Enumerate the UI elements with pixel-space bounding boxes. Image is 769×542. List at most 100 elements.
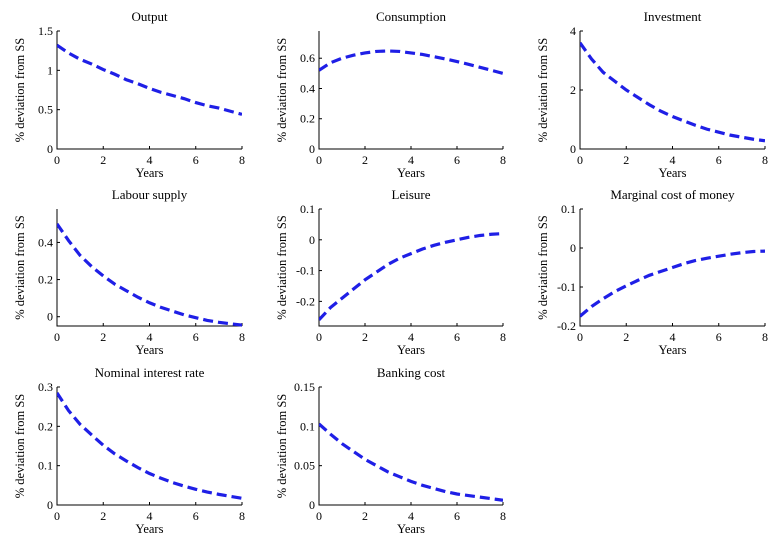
chart-consumption-xtick-label: 0 [316, 153, 322, 167]
chart-marginal-cost-of-money-ytick-label: -0.1 [557, 280, 576, 294]
chart-leisure: Leisure 0 2 4 6 8 -0.2 -0.1 0 0.1 Years % deviation… [275, 187, 506, 357]
chart-marginal-cost-of-money-ylabel: % deviation from SS [536, 215, 550, 320]
chart-nominal-interest-rate-axes [56, 387, 242, 506]
chart-consumption-xtick-label: 2 [362, 153, 368, 167]
chart-banking-cost-ytick-label: 0.15 [294, 380, 315, 394]
chart-leisure-title: Leisure [392, 187, 431, 202]
chart-nominal-interest-rate-series-line [57, 392, 242, 500]
chart-nominal-interest-rate-ytick-label: 0 [47, 498, 53, 512]
chart-nominal-interest-rate-xtick-label: 0 [54, 509, 60, 523]
chart-output-xtick-label: 0 [54, 153, 60, 167]
chart-leisure-ytick-label: -0.2 [296, 294, 315, 308]
chart-labour-supply-ytick-label: 0.4 [38, 235, 53, 249]
chart-marginal-cost-of-money-series-line [580, 249, 765, 318]
chart-labour-supply-xtick-label: 2 [100, 330, 106, 344]
chart-labour-supply-ytick-label: 0 [47, 310, 53, 324]
chart-consumption-series-line [319, 49, 503, 75]
chart-leisure-ytick-label: 0.1 [300, 202, 315, 216]
chart-banking-cost-xlabel: Years [397, 522, 425, 536]
chart-leisure-xtick-label: 0 [316, 330, 322, 344]
chart-leisure-ylabel: % deviation from SS [275, 215, 289, 320]
chart-output: Output 0 2 4 6 8 0 0.5 1 1.5 Years % deviation from… [13, 9, 245, 180]
chart-marginal-cost-of-money-xtick-label: 6 [716, 330, 722, 344]
chart-leisure-xtick-label: 4 [408, 330, 414, 344]
chart-consumption-xtick-label: 4 [408, 153, 414, 167]
chart-consumption-axes [318, 31, 503, 150]
chart-output-ylabel: % deviation from SS [13, 38, 27, 143]
chart-labour-supply-series-line [57, 222, 242, 327]
chart-consumption-xtick-label: 6 [454, 153, 460, 167]
chart-leisure-xtick-label: 2 [362, 330, 368, 344]
chart-output-xtick-label: 8 [239, 153, 245, 167]
chart-labour-supply-title: Labour supply [112, 187, 188, 202]
chart-output-xtick-label: 4 [147, 153, 153, 167]
chart-investment-title: Investment [644, 9, 702, 24]
chart-investment-xlabel: Years [659, 166, 687, 180]
chart-nominal-interest-rate-xtick-label: 8 [239, 509, 245, 523]
chart-nominal-interest-rate: Nominal interest rate 0 2 4 6 8 0 0.1 0.2 0.3 Year… [13, 365, 245, 536]
chart-consumption: Consumption 0 2 4 6 8 0 0.2 0.4 0.6 Years % deviati… [275, 9, 506, 180]
chart-banking-cost-xtick-label: 4 [408, 509, 414, 523]
chart-nominal-interest-rate-ytick-label: 0.2 [38, 419, 53, 433]
chart-consumption-title: Consumption [376, 9, 447, 24]
chart-marginal-cost-of-money-ytick-label: -0.2 [557, 319, 576, 333]
chart-investment-ytick-label: 0 [570, 142, 576, 156]
chart-banking-cost-ytick-label: 0.1 [300, 419, 315, 433]
chart-labour-supply-xtick-label: 6 [193, 330, 199, 344]
chart-output-series-line [57, 43, 242, 116]
chart-nominal-interest-rate-title: Nominal interest rate [95, 365, 205, 380]
chart-leisure-series-line [319, 232, 503, 321]
chart-consumption-ytick-label: 0.4 [300, 81, 315, 95]
chart-output-title: Output [131, 9, 168, 24]
chart-banking-cost-ytick-label: 0.05 [294, 459, 315, 473]
chart-consumption-xtick-label: 8 [500, 153, 506, 167]
chart-nominal-interest-rate-xtick-label: 4 [147, 509, 153, 523]
chart-investment-ytick-label: 2 [570, 83, 576, 97]
chart-output-axes [56, 31, 242, 150]
chart-banking-cost-xtick-label: 0 [316, 509, 322, 523]
chart-labour-supply-xtick-label: 0 [54, 330, 60, 344]
chart-banking-cost-xtick-label: 8 [500, 509, 506, 523]
chart-investment-xtick-label: 2 [623, 153, 629, 167]
chart-output-ytick-label: 0 [47, 142, 53, 156]
chart-marginal-cost-of-money-ytick-label: 0 [570, 241, 576, 255]
chart-investment-xtick-label: 0 [577, 153, 583, 167]
chart-leisure-axes [318, 209, 503, 327]
chart-marginal-cost-of-money-xlabel: Years [659, 343, 687, 357]
chart-output-xtick-label: 6 [193, 153, 199, 167]
chart-labour-supply-ytick-label: 0.2 [38, 273, 53, 287]
chart-nominal-interest-rate-ylabel: % deviation from SS [13, 394, 27, 499]
chart-investment-series-line [580, 41, 765, 143]
chart-banking-cost-title: Banking cost [377, 365, 446, 380]
chart-output-xtick-label: 2 [100, 153, 106, 167]
chart-banking-cost-ylabel: % deviation from SS [275, 394, 289, 499]
chart-investment-ylabel: % deviation from SS [536, 38, 550, 143]
chart-nominal-interest-rate-xtick-label: 2 [100, 509, 106, 523]
chart-consumption-ytick-label: 0.6 [300, 51, 315, 65]
chart-nominal-interest-rate-ytick-label: 0.3 [38, 380, 53, 394]
chart-leisure-ytick-label: 0 [309, 233, 315, 247]
chart-marginal-cost-of-money-title: Marginal cost of money [610, 187, 735, 202]
chart-marginal-cost-of-money-xtick-label: 0 [577, 330, 583, 344]
chart-investment-xtick-label: 6 [716, 153, 722, 167]
chart-marginal-cost-of-money-xtick-label: 2 [623, 330, 629, 344]
chart-output-ytick-label: 1.5 [38, 24, 53, 38]
chart-leisure-xlabel: Years [397, 343, 425, 357]
chart-investment-xtick-label: 4 [670, 153, 676, 167]
chart-output-xlabel: Years [136, 166, 164, 180]
chart-consumption-ytick-label: 0 [309, 142, 315, 156]
chart-consumption-ylabel: % deviation from SS [275, 38, 289, 143]
chart-banking-cost: Banking cost 0 2 4 6 8 0 0.05 0.1 0.15 Years % devi… [275, 365, 506, 536]
chart-labour-supply-xlabel: Years [136, 343, 164, 357]
chart-marginal-cost-of-money-xtick-label: 4 [670, 330, 676, 344]
chart-investment-axes [579, 31, 765, 150]
chart-banking-cost-xtick-label: 6 [454, 509, 460, 523]
chart-marginal-cost-of-money-xtick-label: 8 [762, 330, 768, 344]
chart-leisure-ytick-label: -0.1 [296, 264, 315, 278]
chart-nominal-interest-rate-xtick-label: 6 [193, 509, 199, 523]
chart-labour-supply-xtick-label: 4 [147, 330, 153, 344]
chart-consumption-xlabel: Years [397, 166, 425, 180]
chart-consumption-ytick-label: 0.2 [300, 112, 315, 126]
